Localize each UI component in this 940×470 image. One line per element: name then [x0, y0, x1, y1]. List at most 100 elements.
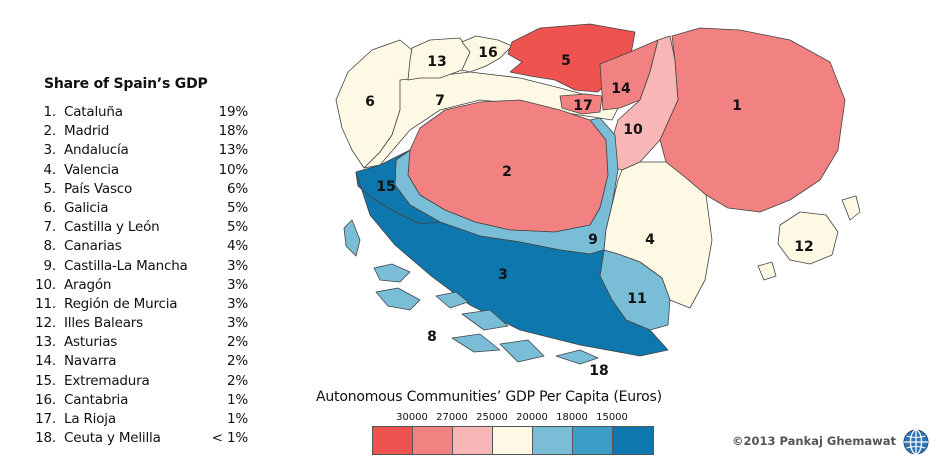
- legend-tick: 30000: [396, 412, 428, 423]
- list-item-name: Cantabria: [64, 391, 129, 408]
- list-item-name: Castilla-La Mancha: [64, 257, 188, 274]
- region-8-canarias-b[interactable]: [373, 263, 411, 283]
- region-8-canarias-a[interactable]: [343, 219, 361, 257]
- list-item-share: 3%: [226, 295, 248, 312]
- list-item-name: Canarias: [64, 238, 122, 255]
- region-12-island-c[interactable]: [757, 261, 777, 281]
- list-item-share: 5%: [226, 199, 248, 216]
- list-item-share: 13%: [218, 142, 249, 159]
- list-item-share: 2%: [226, 372, 248, 389]
- list-item-name: Aragón: [64, 276, 112, 293]
- label-11: 11: [627, 291, 646, 307]
- list-item-name: Navarra: [64, 353, 117, 370]
- list-item: 9. Castilla-La Mancha 3%: [30, 258, 260, 277]
- legend-tick: 15000: [596, 412, 628, 423]
- label-2: 2: [502, 164, 512, 180]
- label-1: 1: [732, 98, 742, 114]
- region-13-asturias[interactable]: [407, 37, 471, 81]
- list-item-share: 4%: [226, 238, 248, 255]
- legend-ticks: 30000 27000 25000 20000 18000 15000: [372, 412, 658, 424]
- region-8-canarias-c[interactable]: [375, 287, 421, 311]
- list-item-rank: 13.: [35, 334, 56, 351]
- list-item-rank: 3.: [43, 142, 57, 159]
- region-8-canarias-f[interactable]: [451, 333, 501, 353]
- region-8-canarias-d[interactable]: [435, 291, 469, 309]
- region-8-canarias-e[interactable]: [461, 309, 509, 331]
- legend-tick: 27000: [436, 412, 468, 423]
- list-item-share: 1%: [226, 391, 248, 408]
- globe-icon: [903, 429, 929, 455]
- label-14: 14: [611, 81, 631, 97]
- label-6: 6: [365, 94, 375, 110]
- list-item-rank: 10.: [35, 276, 56, 293]
- list-item-rank: 16.: [35, 391, 56, 408]
- list-item-share: 10%: [218, 161, 249, 178]
- region-8-canarias-g[interactable]: [499, 339, 545, 363]
- label-4: 4: [645, 232, 655, 248]
- list-item: 16. Cantabria 1%: [30, 392, 260, 411]
- list-item-share: 3%: [226, 276, 248, 293]
- gdp-share-list: Share of Spain’s GDP 1. Cataluña 19% 2. Madr…: [30, 76, 260, 449]
- label-17: 17: [573, 98, 592, 114]
- legend-tick: 20000: [516, 412, 548, 423]
- region-12-island-b[interactable]: [841, 195, 861, 221]
- list-item-name: Galicia: [64, 199, 109, 216]
- label-10: 10: [623, 122, 643, 138]
- list-item-rank: 15.: [35, 372, 56, 389]
- list-item-share: 5%: [226, 219, 248, 236]
- list-item-rank: 2.: [43, 123, 57, 140]
- list-item-name: Castilla y León: [64, 219, 160, 236]
- legend-color-scale: [372, 426, 654, 455]
- list-title: Share of Spain’s GDP: [44, 76, 208, 92]
- list-item-name: Extremadura: [64, 372, 150, 389]
- legend-swatch: [493, 427, 533, 454]
- list-item-name: Valencia: [64, 161, 119, 178]
- label-12: 12: [794, 239, 813, 255]
- legend-swatch: [373, 427, 413, 454]
- list-item-share: 3%: [226, 315, 248, 332]
- label-8: 8: [427, 329, 437, 345]
- list-item: 15. Extremadura 2%: [30, 373, 260, 392]
- list-item-share: 3%: [226, 257, 248, 274]
- legend-tick: 25000: [476, 412, 508, 423]
- legend-swatch: [413, 427, 453, 454]
- list-item: 8. Canarias 4%: [30, 238, 260, 257]
- region-18-ceuta-y-melilla[interactable]: [555, 349, 599, 365]
- label-13: 13: [427, 54, 446, 70]
- list-item: 12. Illes Balears 3%: [30, 315, 260, 334]
- list-item-rank: 1.: [43, 104, 57, 120]
- list-item-share: 19%: [218, 104, 249, 120]
- label-3: 3: [498, 267, 508, 283]
- list-item: 3. Andalucía 13%: [30, 142, 260, 161]
- region-16-cantabria[interactable]: [461, 35, 513, 73]
- list-item-share: 1%: [226, 411, 248, 427]
- list-item: 10. Aragón 3%: [30, 277, 260, 296]
- list-item-share: 2%: [226, 334, 248, 351]
- label-15: 15: [376, 179, 395, 195]
- list-item-name: País Vasco: [64, 180, 133, 197]
- list-item-rank: 8.: [43, 238, 57, 255]
- region-1-cataluna[interactable]: [659, 27, 846, 213]
- region-17-la-rioja[interactable]: [559, 93, 603, 115]
- list-item: 18. Ceuta y Melilla < 1%: [30, 430, 260, 449]
- list-item-name: Illes Balears: [64, 315, 143, 332]
- label-18: 18: [589, 363, 608, 379]
- region-12-illes-balears[interactable]: [777, 211, 839, 265]
- label-5: 5: [561, 53, 571, 69]
- list-item-share: 18%: [218, 123, 249, 140]
- list-item-rank: 6.: [43, 199, 57, 216]
- list-item: 14. Navarra 2%: [30, 353, 260, 372]
- list-item-name: La Rioja: [64, 411, 116, 427]
- list-item-rank: 14.: [35, 353, 56, 370]
- list-item: 4. Valencia 10%: [30, 162, 260, 181]
- list-item: 11. Región de Murcia 3%: [30, 296, 260, 315]
- legend-swatch: [613, 427, 653, 454]
- label-7: 7: [435, 93, 445, 109]
- list-item: 7. Castilla y León 5%: [30, 219, 260, 238]
- list-item-name: Región de Murcia: [64, 295, 178, 312]
- list-item: 2. Madrid 18%: [30, 123, 260, 142]
- list-item-rank: 5.: [43, 180, 57, 197]
- list-item-name: Cataluña: [64, 104, 123, 120]
- label-16: 16: [478, 45, 497, 61]
